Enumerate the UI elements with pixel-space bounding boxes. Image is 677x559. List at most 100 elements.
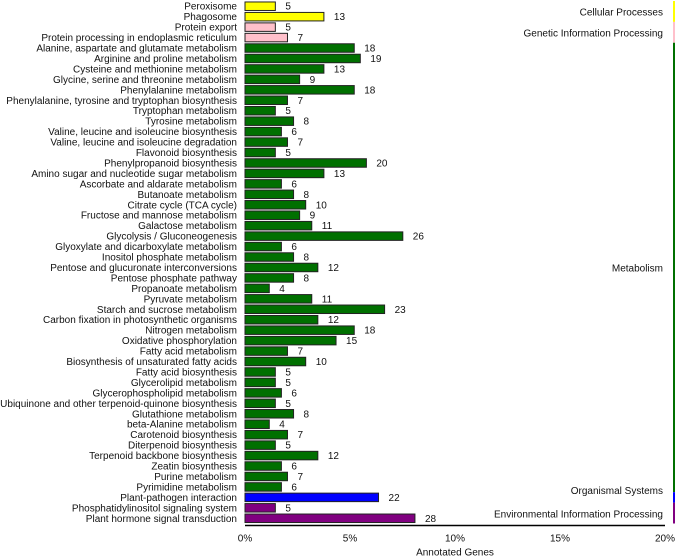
x-tick-label: 15% xyxy=(550,534,570,545)
category-label: Glycolysis / Gluconeogenesis xyxy=(106,232,237,243)
category-label: Terpenoid backbone biosynthesis xyxy=(89,451,237,462)
data-label: 6 xyxy=(291,388,297,399)
bar xyxy=(244,398,276,409)
data-label: 5 xyxy=(285,441,291,452)
data-label: 9 xyxy=(310,211,316,222)
data-label: 26 xyxy=(413,232,425,243)
category-label: beta-Alanine metabolism xyxy=(127,420,237,431)
category-label: Ubiquinone and other terpenoid-quinone b… xyxy=(0,399,237,410)
category-label: Arginine and proline metabolism xyxy=(94,54,237,65)
data-label: 5 xyxy=(285,148,291,159)
category-label: Purine metabolism xyxy=(154,472,237,483)
bar xyxy=(244,189,295,200)
bar xyxy=(244,168,325,179)
bar xyxy=(244,503,276,513)
category-label: Glyoxylate and dicarboxylate metabolism xyxy=(55,242,237,253)
bar xyxy=(244,335,337,346)
category-label: Plant hormone signal transduction xyxy=(86,514,237,525)
category-label: Nitrogen metabolism xyxy=(145,326,237,337)
bar xyxy=(244,294,313,304)
bar xyxy=(244,273,295,283)
x-tick-label: 10% xyxy=(445,534,465,545)
data-label: 7 xyxy=(297,138,303,149)
data-label: 9 xyxy=(310,75,316,86)
data-label: 18 xyxy=(364,85,376,96)
x-tick-label: 20% xyxy=(655,534,675,545)
data-label: 6 xyxy=(291,179,297,190)
category-label: Oxidative phosphorylation xyxy=(122,336,237,347)
category-label: Pentose and glucuronate interconversions xyxy=(50,263,237,274)
bar xyxy=(244,1,276,11)
data-label: 13 xyxy=(334,64,346,75)
bar xyxy=(244,74,301,85)
bar xyxy=(244,32,288,43)
bar xyxy=(244,314,319,325)
bar xyxy=(244,11,325,22)
category-label: Tryptophan metabolism xyxy=(133,106,237,117)
category-label: Peroxisome xyxy=(184,2,237,13)
bar xyxy=(244,210,301,220)
category-label: Propanoate metabolism xyxy=(131,284,237,295)
bar xyxy=(244,116,295,126)
category-label: Phenylpropanoid biosynthesis xyxy=(104,158,237,169)
data-label: 6 xyxy=(291,482,297,493)
data-label: 8 xyxy=(304,190,310,201)
category-label: Valine, leucine and isoleucine degradati… xyxy=(50,138,237,149)
category-label: Plant-pathogen interaction xyxy=(120,493,237,504)
category-label: Cysteine and methionine metabolism xyxy=(73,64,237,75)
bar xyxy=(244,461,282,471)
category-label: Amino sugar and nucleotide sugar metabol… xyxy=(31,169,237,180)
group-label: Environmental Information Processing xyxy=(494,509,663,520)
data-label: 5 xyxy=(285,106,291,117)
data-label: 12 xyxy=(328,315,340,326)
bar xyxy=(244,95,288,106)
category-label: Pyrimidine metabolism xyxy=(136,482,237,493)
data-label: 8 xyxy=(304,273,310,284)
bar xyxy=(244,43,355,53)
category-label: Phosphatidylinositol signaling system xyxy=(72,503,237,514)
bar xyxy=(244,231,404,241)
category-label: Galactose metabolism xyxy=(138,221,237,232)
data-label: 13 xyxy=(334,12,346,23)
category-label: Carbon fixation in photosynthetic organi… xyxy=(43,315,237,326)
bar xyxy=(244,513,416,524)
category-label: Fatty acid metabolism xyxy=(140,347,237,358)
data-label: 4 xyxy=(279,420,285,431)
bar xyxy=(244,179,282,189)
group-label: Organismal Systems xyxy=(571,486,663,497)
data-label: 15 xyxy=(346,336,358,347)
category-label: Glycerophospholipid metabolism xyxy=(92,388,237,399)
bar xyxy=(244,388,282,398)
data-label: 10 xyxy=(316,200,328,211)
category-label: Fatty acid biosynthesis xyxy=(136,367,237,378)
bar xyxy=(244,200,307,210)
bar xyxy=(244,429,288,440)
bar xyxy=(244,126,282,137)
data-label: 5 xyxy=(285,2,291,13)
category-label: Carotenoid biosynthesis xyxy=(130,430,237,441)
data-label: 5 xyxy=(285,399,291,410)
data-label: 19 xyxy=(370,54,382,65)
data-label: 6 xyxy=(291,242,297,253)
data-label: 18 xyxy=(364,44,376,55)
category-label: Pyruvate metabolism xyxy=(144,294,237,305)
bar xyxy=(244,22,276,32)
data-label: 7 xyxy=(297,430,303,441)
bar xyxy=(244,64,325,74)
bar xyxy=(244,105,276,116)
bar xyxy=(244,158,367,168)
group-label: Cellular Processes xyxy=(580,7,663,18)
category-label: Alanine, aspartate and glutamate metabol… xyxy=(36,44,237,55)
x-axis-label: Annotated Genes xyxy=(416,548,494,559)
bar xyxy=(244,304,386,315)
data-label: 12 xyxy=(328,263,340,274)
data-label: 7 xyxy=(297,472,303,483)
data-label: 7 xyxy=(297,33,303,44)
category-label: Fructose and mannose metabolism xyxy=(81,211,237,222)
data-label: 5 xyxy=(285,503,291,514)
data-label: 4 xyxy=(279,284,285,295)
bar xyxy=(244,252,295,262)
bar xyxy=(244,356,307,367)
category-label: Citrate cycle (TCA cycle) xyxy=(128,200,237,211)
